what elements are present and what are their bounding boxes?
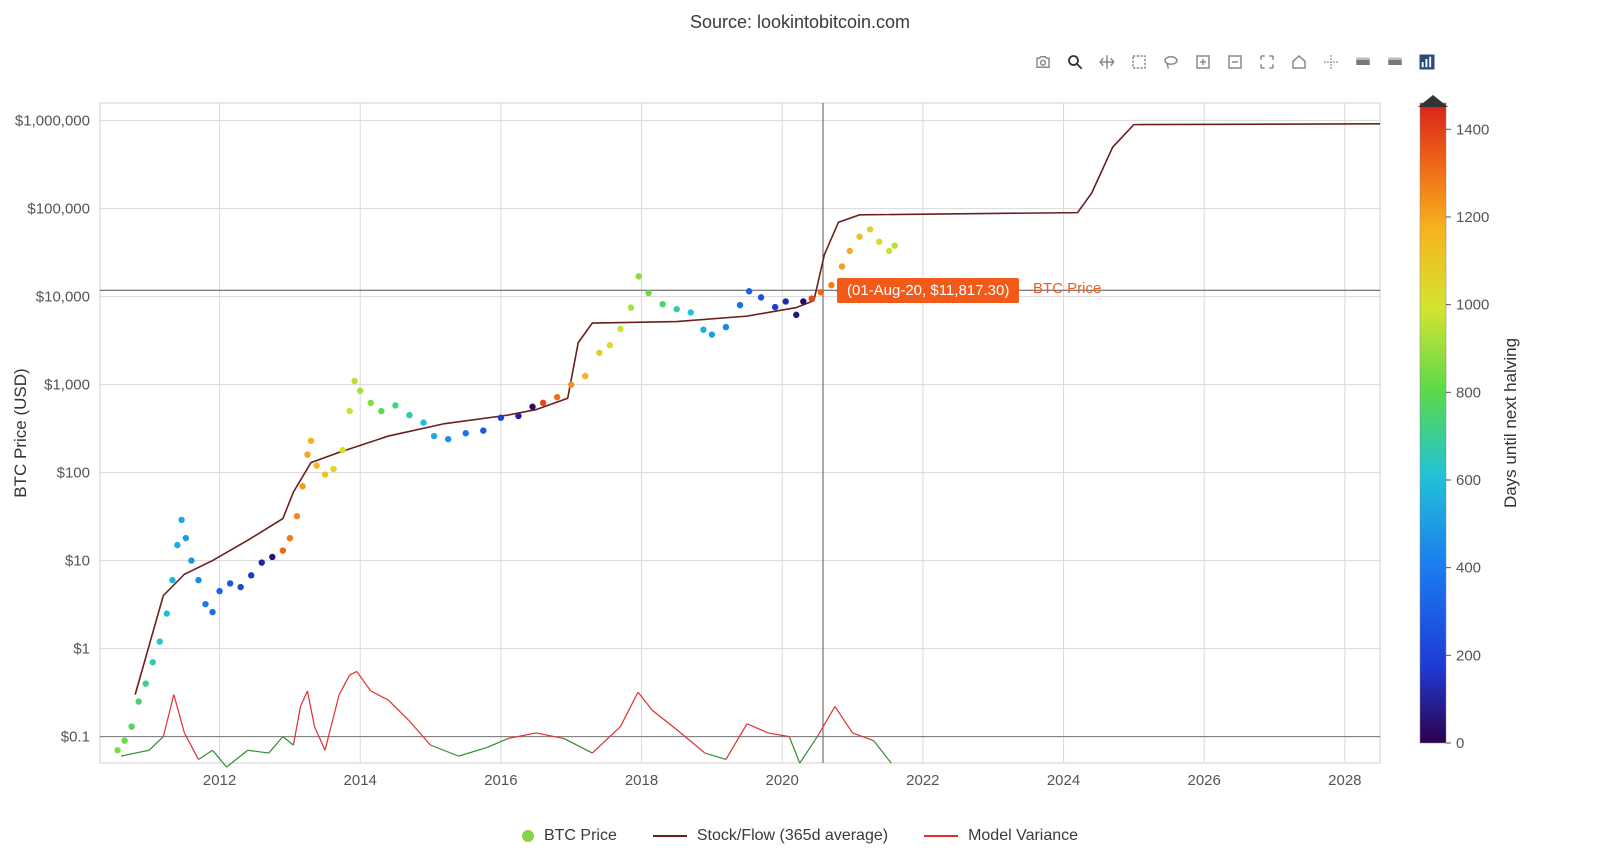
plotly-logo-icon[interactable] — [1414, 49, 1440, 75]
spike-icon[interactable] — [1318, 49, 1344, 75]
chart-toolbar — [1030, 49, 1440, 75]
svg-text:$100: $100 — [57, 465, 90, 482]
svg-text:2026: 2026 — [1187, 772, 1220, 789]
svg-text:Days until next halving: Days until next halving — [1501, 338, 1520, 508]
zoom-in-icon[interactable] — [1190, 49, 1216, 75]
svg-text:400: 400 — [1456, 560, 1481, 577]
legend-variance[interactable]: Model Variance — [924, 827, 1078, 845]
chart-svg[interactable]: 2012 2014 2016 2018 2020 2022 2024 2026 2028 $0.1… — [0, 43, 1600, 803]
chart-legend: BTC Price Stock/Flow (365d average) Mode… — [0, 823, 1600, 845]
svg-text:800: 800 — [1456, 384, 1481, 401]
svg-text:1000: 1000 — [1456, 297, 1489, 314]
svg-text:2022: 2022 — [906, 772, 939, 789]
autoscale-icon[interactable] — [1254, 49, 1280, 75]
svg-text:0: 0 — [1456, 735, 1464, 752]
legend-variance-label: Model Variance — [968, 827, 1078, 844]
hover-tooltip: (01-Aug-20, $11,817.30) — [837, 278, 1019, 303]
svg-text:$1,000: $1,000 — [44, 377, 90, 394]
home-icon[interactable] — [1286, 49, 1312, 75]
legend-stock-flow-label: Stock/Flow (365d average) — [697, 827, 888, 844]
svg-text:2018: 2018 — [625, 772, 658, 789]
svg-text:2012: 2012 — [203, 772, 236, 789]
svg-text:2020: 2020 — [766, 772, 799, 789]
svg-text:$1,000,000: $1,000,000 — [15, 113, 90, 130]
zoom-out-icon[interactable] — [1222, 49, 1248, 75]
zoom-icon[interactable] — [1062, 49, 1088, 75]
svg-text:$1: $1 — [73, 641, 90, 658]
svg-text:600: 600 — [1456, 472, 1481, 489]
color-toggle-1-icon[interactable] — [1350, 49, 1376, 75]
svg-text:2028: 2028 — [1328, 772, 1361, 789]
legend-btc-price-label: BTC Price — [544, 827, 617, 844]
svg-text:2024: 2024 — [1047, 772, 1080, 789]
pan-icon[interactable] — [1094, 49, 1120, 75]
camera-icon[interactable] — [1030, 49, 1056, 75]
svg-text:$100,000: $100,000 — [27, 201, 90, 218]
chart-container: 2012 2014 2016 2018 2020 2022 2024 2026 2028 $0.1… — [0, 43, 1600, 823]
svg-text:$10,000: $10,000 — [36, 289, 90, 306]
svg-text:200: 200 — [1456, 647, 1481, 664]
source-text: Source: lookintobitcoin.com — [0, 0, 1600, 43]
legend-btc-price[interactable]: BTC Price — [522, 827, 617, 845]
hover-tooltip-label: BTC Price — [1033, 280, 1101, 297]
svg-text:1200: 1200 — [1456, 209, 1489, 226]
legend-stock-flow[interactable]: Stock/Flow (365d average) — [653, 827, 888, 845]
box-select-icon[interactable] — [1126, 49, 1152, 75]
svg-text:BTC Price (USD): BTC Price (USD) — [11, 368, 30, 497]
color-toggle-2-icon[interactable] — [1382, 49, 1408, 75]
lasso-icon[interactable] — [1158, 49, 1184, 75]
svg-text:$10: $10 — [65, 553, 90, 570]
svg-text:1400: 1400 — [1456, 121, 1489, 138]
svg-text:2016: 2016 — [484, 772, 517, 789]
svg-text:$0.1: $0.1 — [61, 729, 90, 746]
svg-text:2014: 2014 — [344, 772, 377, 789]
